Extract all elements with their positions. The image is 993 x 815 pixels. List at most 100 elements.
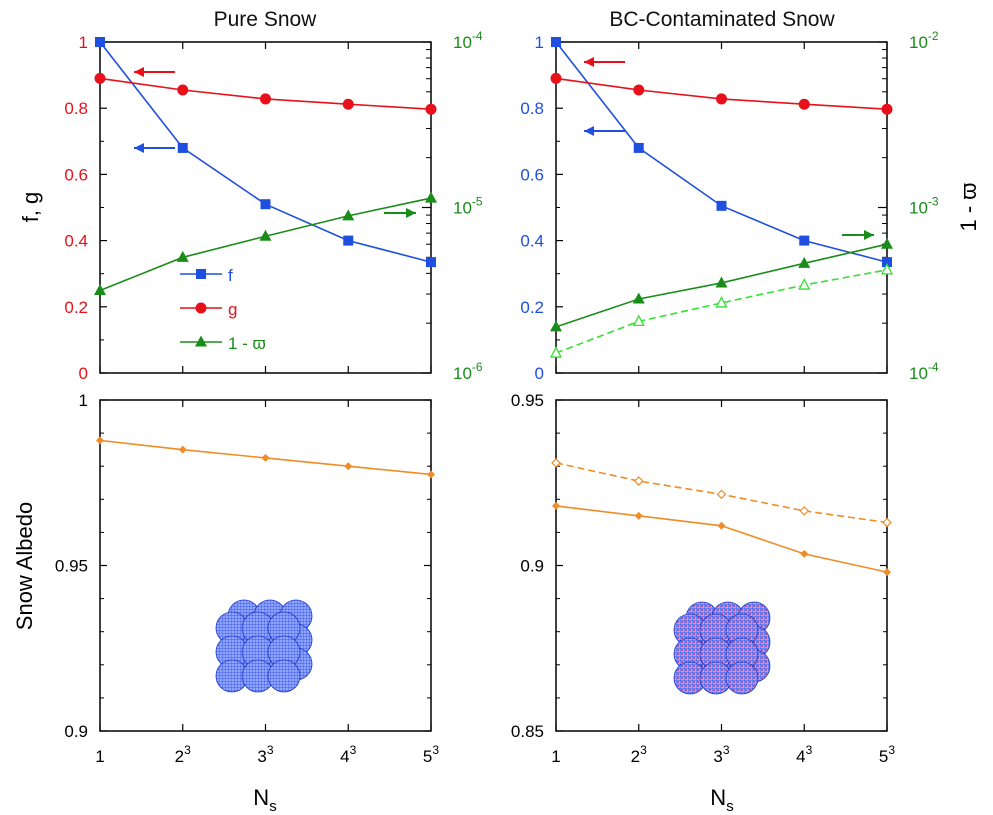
data-point: [633, 84, 645, 96]
panel-pure-snow-albedo: 1 23 33 43 53 0.9 0.95 1: [55, 391, 439, 766]
arrow-left-f-icon: [134, 143, 175, 153]
y-tick-label: 0.6: [520, 165, 544, 184]
data-point: [552, 501, 560, 510]
panel-bc-snow-albedo: 1 23 33 43 53 0.85 0.9 0.95: [511, 391, 895, 766]
y-tick-label: 0.6: [64, 165, 88, 184]
data-point: [880, 262, 894, 275]
y-tick-label: 0: [535, 364, 544, 383]
data-point: [177, 142, 188, 153]
data-point: [260, 199, 271, 210]
legend-label: 1 - ϖ: [228, 334, 266, 353]
y-tick-label: 0.8: [64, 99, 88, 118]
data-point: [633, 142, 644, 153]
data-point: [176, 250, 189, 262]
y-tick-label: 0.9: [64, 722, 88, 741]
data-point: [715, 296, 728, 308]
series-line: [555, 41, 888, 263]
data-point: [634, 511, 643, 520]
data-point: [715, 276, 728, 288]
series-line: [99, 197, 432, 292]
y-tick-label: 1: [79, 391, 88, 410]
x-tick-label: 33: [257, 743, 273, 766]
y2-tick-label: 10-3: [909, 195, 939, 218]
data-point: [798, 278, 811, 290]
data-point: [427, 470, 435, 479]
data-point: [96, 436, 104, 445]
xlabel-sub: s: [726, 798, 734, 815]
y2-tick-label: 10-5: [453, 195, 483, 218]
data-point: [716, 93, 727, 105]
y2-tick-label: 10-2: [909, 29, 939, 52]
data-point: [426, 257, 436, 268]
y-tick-label: 0.4: [64, 232, 88, 251]
series-line: [555, 269, 888, 354]
y-tick-label: 0.95: [55, 557, 88, 576]
data-point: [551, 458, 561, 468]
data-point: [717, 521, 726, 530]
arrow-left-g-icon: [134, 67, 175, 77]
y-tick-label: 0.8: [520, 99, 544, 118]
y-tick-label: 0.2: [520, 298, 544, 317]
data-point: [94, 284, 106, 296]
data-point: [798, 98, 810, 110]
data-point: [549, 346, 563, 358]
data-point: [882, 257, 892, 268]
data-point: [94, 72, 106, 84]
data-point: [632, 314, 645, 327]
y2-tick-label: 10-4: [909, 360, 939, 383]
legend-item: f: [180, 266, 233, 285]
data-point: [881, 103, 893, 115]
x-tick-label: 33: [713, 743, 729, 766]
data-point: [259, 229, 272, 241]
svg-text:Ns: Ns: [710, 785, 733, 815]
data-point: [342, 209, 355, 221]
data-point: [550, 320, 562, 332]
y-tick-label: 1: [79, 33, 88, 52]
legend-item: 1 - ϖ: [180, 334, 266, 353]
x-tick-label: 1: [551, 747, 560, 766]
ylabel-fg: f, g: [18, 192, 43, 223]
data-point: [95, 37, 105, 47]
x-tick-label: 43: [340, 743, 356, 766]
arrow-right-omega-icon: [842, 230, 874, 240]
series-line: [99, 41, 432, 263]
data-point: [882, 517, 892, 528]
x-tick-label: 1: [95, 747, 104, 766]
x-tick-label: 53: [879, 743, 895, 766]
x-tick-label: 53: [423, 743, 439, 766]
data-point: [425, 191, 437, 203]
ylabel-albedo: Snow Albedo: [12, 502, 37, 630]
sphere: [725, 661, 759, 695]
data-point: [178, 445, 187, 454]
y-tick-label: 1: [535, 33, 544, 52]
data-point: [177, 84, 189, 96]
legend-label: f: [228, 266, 233, 285]
data-point: [883, 568, 891, 577]
xlabel-main: N: [253, 785, 269, 810]
data-point: [344, 462, 353, 471]
data-point: [261, 453, 270, 462]
ylabel-omega: 1 - ϖ: [956, 183, 981, 232]
data-point: [799, 235, 810, 246]
arrow-right-omega-icon: [384, 208, 416, 218]
x-tick-label: 23: [631, 743, 647, 766]
data-point: [425, 103, 437, 115]
y-tick-label: 0: [79, 364, 88, 383]
legend: fg 1 - ϖ: [180, 266, 266, 353]
data-point: [800, 549, 809, 558]
data-point: [799, 506, 810, 516]
x-tick-label: 23: [175, 743, 191, 766]
legend-marker: [195, 302, 207, 314]
data-point: [551, 37, 561, 47]
y-tick-label: 0.85: [511, 722, 544, 741]
arrow-left-f-icon: [584, 126, 625, 136]
legend-marker: [195, 335, 207, 347]
data-point: [343, 235, 354, 246]
panel-title-bc: BC-Contaminated Snow: [609, 8, 835, 31]
sphere: [267, 659, 301, 693]
data-point: [716, 489, 727, 500]
xlabel-right: Ns: [710, 785, 733, 815]
y-tick-label: 0.95: [511, 391, 544, 410]
arrow-left-g-icon: [584, 57, 625, 67]
svg-text:Ns: Ns: [253, 785, 276, 815]
